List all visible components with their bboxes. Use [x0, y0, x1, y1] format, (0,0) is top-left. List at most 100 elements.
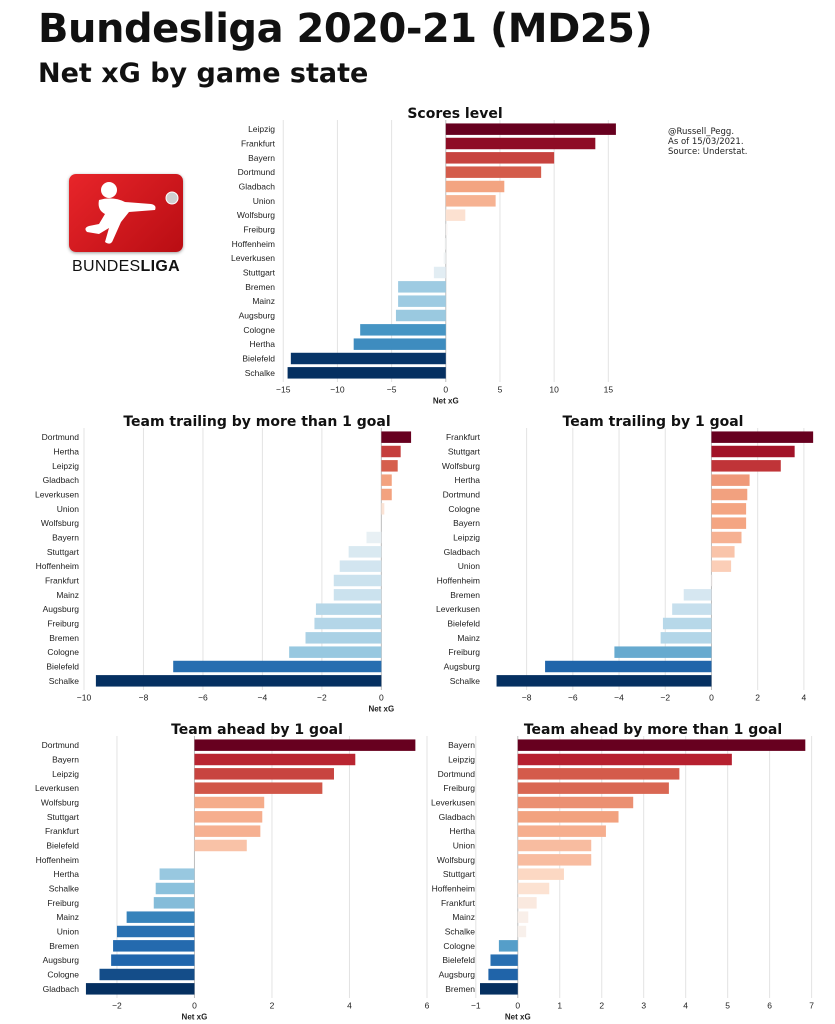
x-tick-label: 2 [599, 1000, 604, 1010]
bar [517, 811, 619, 823]
team-label: Leverkusen [431, 798, 475, 808]
bar [443, 252, 446, 264]
x-tick-label: −10 [330, 384, 345, 394]
team-label: Hertha [249, 339, 275, 349]
bar [445, 223, 448, 236]
team-label: Leipzig [248, 124, 275, 134]
bar [339, 560, 382, 572]
bar [711, 574, 713, 587]
x-tick-label: 6 [767, 1000, 772, 1010]
logo-emblem [69, 174, 183, 252]
bar [660, 632, 712, 644]
bar [126, 911, 195, 923]
bar [498, 940, 518, 952]
bar [445, 166, 542, 178]
bar [517, 739, 806, 751]
team-label: Mainz [452, 912, 475, 922]
bar [517, 882, 550, 895]
bar [445, 195, 496, 207]
bar [711, 546, 735, 558]
bar [683, 589, 712, 601]
team-label: Dortmund [42, 432, 80, 442]
team-label: Union [253, 196, 275, 206]
team-label: Augsburg [444, 662, 481, 672]
x-axis-label: Net xG [182, 1013, 208, 1022]
bar [445, 137, 596, 150]
team-label: Leipzig [52, 769, 79, 779]
team-label: Hoffenheim [232, 239, 275, 249]
bar [444, 238, 446, 250]
team-label: Mainz [56, 590, 79, 600]
bar [155, 882, 195, 895]
bar [398, 281, 446, 293]
bar [517, 911, 529, 923]
bar [517, 768, 680, 780]
team-label: Frankfurt [441, 898, 476, 908]
team-label: Freiburg [243, 225, 275, 235]
bar [289, 646, 382, 658]
bar [194, 753, 356, 766]
team-label: Leverkusen [231, 253, 275, 263]
bar [711, 517, 747, 529]
page-subtitle: Net xG by game state [38, 58, 369, 89]
team-label: Hoffenheim [36, 855, 79, 865]
team-label: Leipzig [448, 755, 475, 765]
x-tick-label: 7 [809, 1000, 814, 1010]
team-label: Augsburg [43, 604, 80, 614]
bar [398, 295, 446, 307]
bar [711, 474, 750, 486]
chart-title: Scores level [407, 106, 502, 122]
team-label: Freiburg [47, 619, 79, 629]
team-label: Cologne [47, 970, 79, 980]
team-label: Union [57, 504, 79, 514]
chart-title: Team ahead by more than 1 goal [524, 722, 782, 738]
bar [194, 825, 261, 837]
credit-note: @Russell_Pegg. As of 15/03/2021. Source:… [668, 127, 748, 157]
bar [614, 646, 712, 658]
bar [711, 460, 781, 472]
bar [480, 983, 518, 995]
team-label: Hoffenheim [432, 884, 475, 894]
team-label: Bremen [450, 590, 480, 600]
team-label: Dortmund [438, 769, 476, 779]
team-label: Frankfurt [45, 576, 80, 586]
team-label: Bremen [49, 941, 79, 951]
bar [111, 954, 195, 966]
bar [113, 940, 195, 952]
bar [381, 431, 412, 443]
bar [517, 897, 537, 909]
team-label: Wolfsburg [442, 461, 480, 471]
x-tick-label: 10 [549, 384, 559, 394]
bar [433, 266, 446, 279]
team-label: Mainz [252, 296, 275, 306]
logo-wordmark: BUNDESLIGA [66, 258, 186, 276]
bar [517, 854, 592, 866]
x-tick-label: 4 [802, 692, 807, 702]
x-tick-label: 0 [709, 692, 714, 702]
team-label: Wolfsburg [437, 855, 475, 865]
x-tick-label: −8 [139, 692, 149, 702]
x-tick-label: −8 [522, 692, 532, 702]
bar [488, 968, 518, 981]
bar [333, 589, 382, 601]
x-tick-label: 0 [379, 692, 384, 702]
bar [381, 488, 392, 501]
team-label: Bremen [445, 984, 475, 994]
team-label: Hertha [53, 447, 79, 457]
team-label: Hertha [449, 826, 475, 836]
logo-text-regular: BUNDES [72, 258, 141, 275]
x-tick-label: −2 [112, 1000, 122, 1010]
x-axis-label: Net xG [433, 397, 459, 406]
x-axis-label: Net xG [505, 1013, 531, 1022]
team-label: Hertha [454, 475, 480, 485]
bar [99, 968, 195, 981]
bar [194, 768, 334, 780]
team-label: Cologne [243, 325, 275, 335]
team-label: Frankfurt [45, 826, 80, 836]
bar [290, 352, 446, 365]
x-tick-label: 15 [604, 384, 614, 394]
team-label: Gladbach [439, 812, 476, 822]
